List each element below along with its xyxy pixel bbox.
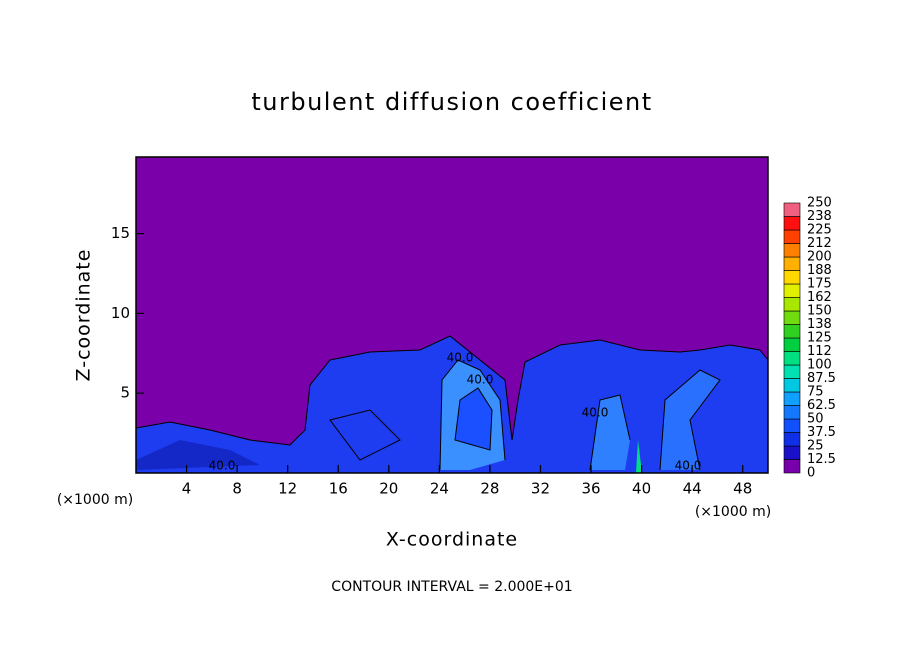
x-tick-label: 24 (430, 480, 449, 498)
field (135, 157, 769, 473)
colorbar-band (783, 432, 801, 447)
colorbar-band (783, 418, 801, 433)
plot-frame (135, 156, 769, 474)
colorbar-band (783, 229, 801, 244)
colorbar-band (783, 445, 801, 460)
y-tick-label: 5 (120, 384, 130, 402)
x-unit-label: (×1000 m) (695, 504, 771, 520)
colorbar-band (783, 243, 801, 258)
x-tick-label: 12 (278, 480, 297, 498)
colorbar-label: 112 (807, 344, 832, 359)
colorbar-label: 100 (807, 358, 832, 373)
colorbar-band (783, 202, 801, 217)
contour-label: 40.0 (582, 406, 609, 420)
colorbar-label: 162 (807, 290, 832, 305)
y-tick-label: 10 (111, 304, 130, 322)
field-region (455, 388, 492, 450)
colorbar-band (783, 297, 801, 312)
colorbar-label: 150 (807, 304, 832, 319)
colorbar-band (783, 256, 801, 271)
colorbar-label: 200 (807, 250, 832, 265)
colorbar-band (783, 351, 801, 366)
x-tick-label: 20 (379, 480, 398, 498)
x-tick-label: 16 (329, 480, 348, 498)
colorbar-band (783, 364, 801, 379)
colorbar-label: 25 (807, 439, 824, 454)
colorbar-label: 62.5 (807, 398, 836, 413)
colorbar-band (783, 283, 801, 298)
colorbar-label: 0 (807, 466, 815, 481)
colorbar-band (783, 216, 801, 231)
colorbar-label: 250 (807, 196, 832, 211)
contour-line (329, 359, 721, 471)
x-tick-label: 32 (531, 480, 550, 498)
colorbar-band (783, 405, 801, 420)
colorbar-label: 12.5 (807, 452, 836, 467)
colorbar-label: 238 (807, 209, 832, 224)
colorbar-label: 87.5 (807, 371, 836, 386)
colorbar-label: 50 (807, 412, 824, 427)
contour-label: 40.0 (447, 351, 474, 365)
field-region (636, 440, 642, 473)
x-tick-label: 4 (182, 480, 192, 498)
x-tick-label: 8 (232, 480, 242, 498)
x-tick-label: 36 (581, 480, 600, 498)
contour-label: 40.0 (467, 373, 494, 387)
x-tick-label: 48 (733, 480, 752, 498)
colorbar-label: 188 (807, 263, 832, 278)
x-unit-label: (×1000 m) (57, 492, 133, 508)
colorbar-band (783, 378, 801, 393)
colorbar-label: 138 (807, 317, 832, 332)
x-tick-label: 40 (632, 480, 651, 498)
colorbar-band (783, 324, 801, 339)
y-tick-label: 15 (111, 224, 130, 242)
field-region (136, 440, 260, 470)
colorbar-band (783, 270, 801, 285)
contour-line (135, 335, 769, 446)
contour-label: 40.0 (675, 459, 702, 473)
contour-label: 40.0 (209, 459, 236, 473)
colorbar-label: 75 (807, 385, 824, 400)
x-tick-label: 44 (683, 480, 702, 498)
y-axis-label: Z-coordinate (73, 249, 95, 382)
footnote: CONTOUR INTERVAL = 2.000E+01 (331, 579, 572, 595)
colorbar-label: 125 (807, 331, 832, 346)
colorbar-label: 37.5 (807, 425, 836, 440)
colorbar-label: 225 (807, 223, 832, 238)
x-tick-label: 28 (480, 480, 499, 498)
colorbar-band (783, 310, 801, 325)
colorbar-label: 175 (807, 277, 832, 292)
field-region (590, 395, 630, 470)
colorbar-band (783, 337, 801, 352)
colorbar-label: 212 (807, 236, 832, 251)
chart-title: turbulent diffusion coefficient (251, 88, 652, 116)
colorbar-band (783, 391, 801, 406)
x-axis-label: X-coordinate (386, 529, 518, 551)
colorbar-band (783, 459, 801, 474)
